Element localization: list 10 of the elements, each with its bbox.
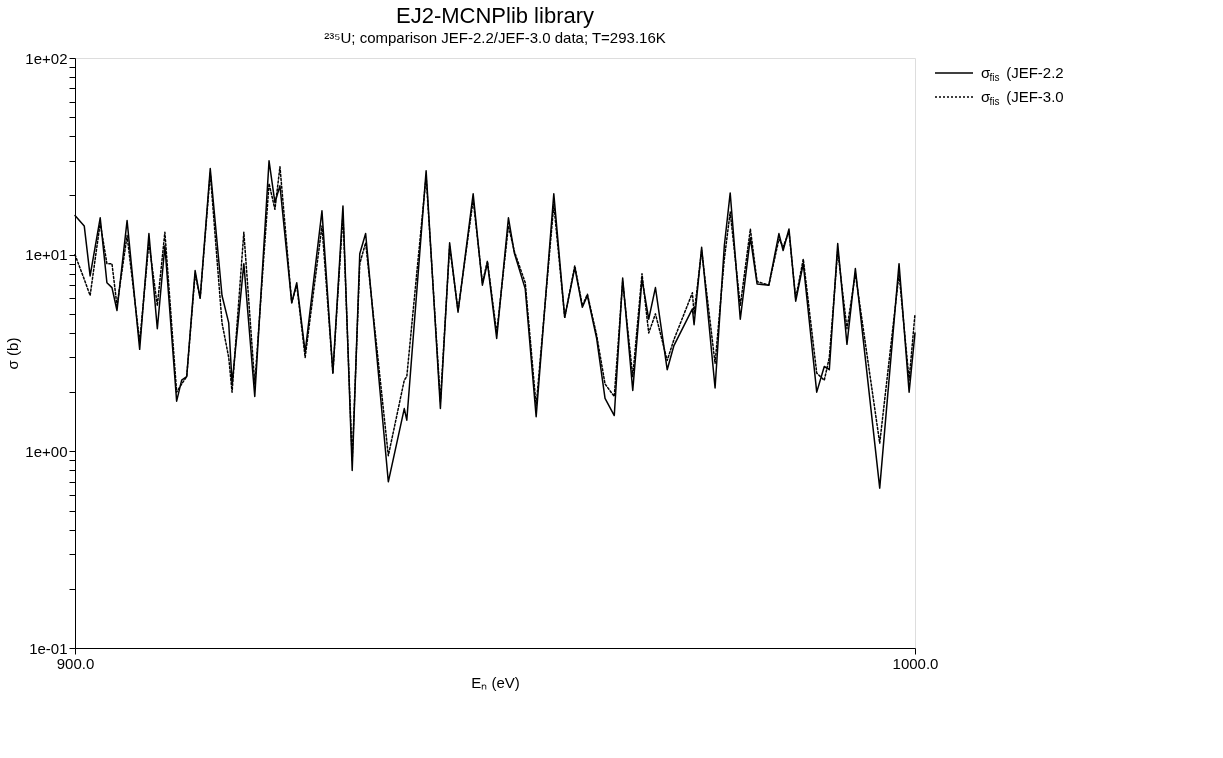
y-tick-label: 1e+00 [25,442,68,460]
chart-title: EJ2-MCNPlib library [395,3,595,28]
y-tick-label: 1e-01 [29,639,68,657]
chart-subtitle: ²³⁵U; comparison JEF-2.2/JEF-3.0 data; T=293.16K [324,29,666,46]
x-axis-title: Eₙ (eV) [471,673,520,691]
x-tick-label: 1000.0 [892,654,939,672]
x-tick-label: 900.0 [56,654,95,672]
y-tick-label: 1e+02 [25,49,68,67]
y-axis-title: σ (b) [4,337,22,370]
y-tick-label: 1e+01 [25,246,68,264]
